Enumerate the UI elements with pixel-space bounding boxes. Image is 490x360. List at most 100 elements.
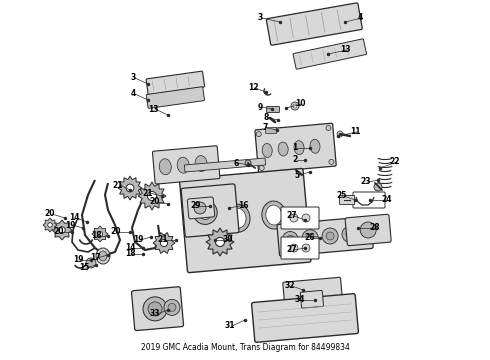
Text: 2: 2 [293,156,297,165]
Text: 9: 9 [257,103,263,112]
Text: 34: 34 [295,296,305,305]
Text: 7: 7 [262,123,268,132]
Text: 27: 27 [287,246,297,255]
Text: 33: 33 [150,310,160,319]
Text: 20: 20 [54,228,64,237]
Text: 27: 27 [287,211,297,220]
Circle shape [342,226,358,242]
Circle shape [293,104,297,108]
Ellipse shape [159,159,171,175]
Circle shape [98,231,102,237]
Text: 12: 12 [248,84,258,93]
Polygon shape [52,220,72,240]
Circle shape [290,214,298,222]
Text: 3: 3 [130,73,136,82]
Text: 8: 8 [263,113,269,122]
Circle shape [326,232,334,240]
FancyBboxPatch shape [281,237,319,259]
Ellipse shape [262,201,286,229]
FancyBboxPatch shape [353,192,385,208]
Circle shape [337,131,343,137]
Text: 2019 GMC Acadia Mount, Trans Diagram for 84499834: 2019 GMC Acadia Mount, Trans Diagram for… [141,343,349,352]
Circle shape [143,297,167,321]
FancyBboxPatch shape [146,71,204,95]
Ellipse shape [230,208,246,228]
Circle shape [290,244,298,252]
Text: 24: 24 [382,195,392,204]
Text: 28: 28 [369,224,380,233]
Ellipse shape [310,139,320,153]
Circle shape [164,300,180,315]
Text: 4: 4 [130,90,136,99]
Circle shape [302,244,310,252]
Circle shape [326,126,331,131]
FancyBboxPatch shape [184,158,266,172]
Circle shape [148,302,162,316]
Text: 3: 3 [257,13,263,22]
FancyBboxPatch shape [267,3,362,45]
Text: 13: 13 [148,104,158,113]
Text: 15: 15 [79,264,89,273]
FancyBboxPatch shape [293,39,367,69]
Ellipse shape [266,205,282,225]
Text: 17: 17 [90,253,100,262]
FancyBboxPatch shape [300,291,323,308]
FancyBboxPatch shape [281,207,319,229]
FancyBboxPatch shape [340,195,354,204]
FancyBboxPatch shape [252,294,358,342]
Circle shape [259,166,264,171]
Text: 19: 19 [65,220,75,230]
Text: 25: 25 [337,192,347,201]
Text: 26: 26 [305,234,315,243]
FancyBboxPatch shape [179,168,311,273]
Text: 11: 11 [350,127,360,136]
Circle shape [48,223,52,227]
Circle shape [322,228,338,244]
Text: 23: 23 [361,177,371,186]
Text: 6: 6 [233,158,239,167]
Polygon shape [138,182,166,210]
FancyBboxPatch shape [345,214,391,246]
FancyBboxPatch shape [267,107,279,112]
Ellipse shape [194,211,210,231]
Circle shape [256,132,261,136]
Text: 5: 5 [294,171,299,180]
Circle shape [245,160,251,166]
Text: 31: 31 [225,321,235,330]
Text: 13: 13 [340,45,350,54]
FancyBboxPatch shape [266,127,276,134]
Text: 19: 19 [133,235,143,244]
Polygon shape [92,226,108,242]
Ellipse shape [195,156,207,172]
Circle shape [193,201,217,224]
Text: 29: 29 [191,202,201,211]
Circle shape [360,222,376,238]
Text: 22: 22 [390,158,400,166]
Text: 16: 16 [238,201,248,210]
Circle shape [147,192,156,201]
Text: 14: 14 [125,243,135,252]
Text: 18: 18 [124,249,135,258]
Circle shape [329,159,334,165]
Polygon shape [118,176,142,200]
Ellipse shape [278,142,288,156]
Ellipse shape [177,157,189,173]
Circle shape [198,206,212,220]
Text: 32: 32 [285,282,295,291]
Circle shape [346,230,354,238]
Ellipse shape [99,251,107,261]
Text: 19: 19 [73,256,83,265]
Text: 10: 10 [295,99,305,108]
Circle shape [86,258,96,268]
FancyBboxPatch shape [131,287,184,330]
Circle shape [282,231,298,247]
Polygon shape [206,228,234,256]
Circle shape [306,234,314,242]
FancyBboxPatch shape [277,217,373,256]
Text: 21: 21 [158,235,168,244]
Circle shape [374,183,382,191]
Text: 30: 30 [223,235,233,244]
Text: 14: 14 [69,213,79,222]
Ellipse shape [226,204,250,232]
Circle shape [302,230,318,246]
